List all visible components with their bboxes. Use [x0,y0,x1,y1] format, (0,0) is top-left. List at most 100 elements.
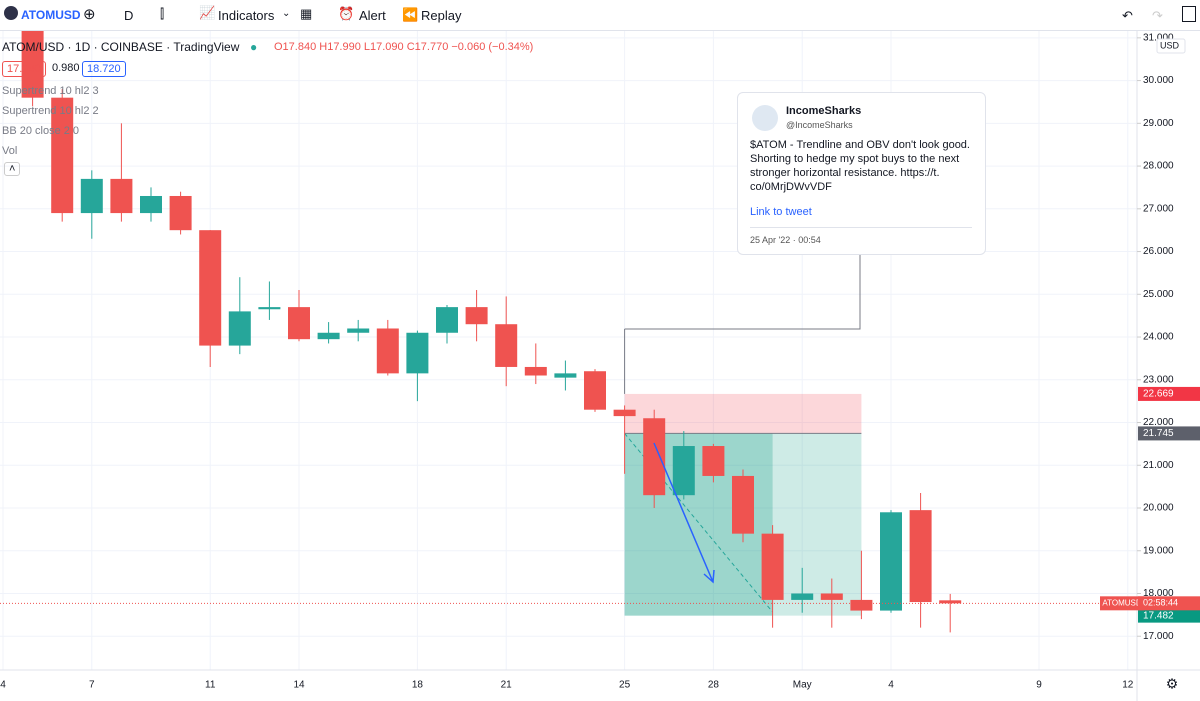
y-tick-label: 28.000 [1143,161,1174,172]
y-tick-label: 22.000 [1143,417,1174,428]
x-tick-label: 25 [619,680,631,691]
candle-body [436,307,458,333]
currency-box[interactable] [1156,38,1186,54]
collapse-button[interactable]: ˄ [4,162,21,176]
candle-body [761,533,784,600]
y-tick-label: 20.000 [1143,503,1174,514]
tweet-name: IncomeSharks [786,105,862,117]
x-tick-label: 12 [1122,680,1134,691]
y-tick-label: 26.000 [1143,246,1174,257]
y-tick-label: 31.000 [1143,32,1174,43]
indicators-icon: 📈 [199,5,216,20]
indicator-label: Vol [2,145,18,157]
countdown-tag [1138,596,1200,611]
alert-icon: ⏰ [338,6,355,21]
candle-body [347,328,370,333]
candle-body [317,332,340,340]
alert-button[interactable]: Alert [359,8,386,23]
x-tick-label: 28 [708,680,720,691]
price-tag-label: 22.669 [1143,389,1174,400]
bid-box[interactable]: 17.740 [2,61,46,77]
redo[interactable]: ↷ [1152,8,1163,23]
tweet-line: co/0MrjDWvVDF [750,181,832,193]
candle-body [702,446,725,476]
x-tick-label: 4 [0,680,6,691]
candle-body [672,446,695,496]
candle-body [110,178,133,214]
replay-button[interactable]: Replay [421,8,462,23]
candle-body [524,366,547,376]
price-tag [1138,386,1200,401]
tweet-card: IncomeSharks @IncomeSharks $ATOM - Trend… [737,92,986,255]
connector [624,254,861,330]
candle-body [584,371,606,410]
candle-body [643,418,666,496]
symbol-button[interactable]: ATOMUSD [21,8,81,22]
symbol-tag-label: ATOMUSD [1102,598,1141,607]
divider [750,227,972,228]
legend-title: ATOM/USD · 1D · COINBASE · TradingView [2,40,240,54]
y-tick-label: 30.000 [1143,75,1174,86]
currency-label[interactable]: USD [1160,40,1180,50]
candle-body [376,328,399,374]
candle-body [80,178,103,214]
y-tick-label: 19.000 [1143,545,1174,556]
candle-body [850,599,873,611]
interval-button[interactable]: D [124,8,134,23]
candle-body [732,475,754,534]
tweet-line: Shorting to hedge my spot buys to the ne… [750,153,960,165]
price-axis [1137,31,1200,670]
candle-body [613,409,636,417]
candle-body [820,593,843,600]
candle-body [880,512,902,611]
x-tick-label: 14 [293,680,305,691]
chart-type-icon[interactable]: ⫿ [160,6,165,21]
x-tick-label: 11 [205,680,216,691]
dropdown[interactable]: ⌄ [282,8,291,19]
settings[interactable]: ⚙ [1166,676,1179,692]
x-tick-label: 9 [1036,680,1042,691]
x-tick-label: May [793,680,812,691]
indicator-label: Supertrend 10 hl2 3 [2,85,99,97]
candle-body [495,324,518,367]
candle-body [140,195,162,214]
y-tick-label: 18.000 [1143,588,1174,599]
arrow [653,442,714,583]
candle-body [554,373,577,378]
spread-box: 0.980 [52,62,80,74]
tweet-handle: @IncomeSharks [786,120,853,130]
indicators-button[interactable]: Indicators [218,8,275,23]
candle-body [939,600,962,604]
arrow-head [703,569,715,584]
candle-body [288,307,310,340]
price-tag [1138,608,1200,623]
candle-body [21,29,44,98]
x-tick-label: 4 [888,680,894,691]
price-tag-label: 21.745 [1143,428,1174,439]
price-tag-label: 17.482 [1143,610,1174,621]
layouts-icon[interactable]: ▦ [300,6,313,21]
undo[interactable]: ↶ [1122,8,1133,23]
toolbar: ATOMUSD ⊕ D ⫿ 📈 Indicators ⌄ ▦ ⏰ Alert ⏪… [0,0,1200,31]
y-tick-label: 17.000 [1143,631,1174,642]
candle-body [909,510,932,603]
ask-box[interactable]: 18.720 [82,61,126,77]
countdown-label: 02:58:44 [1143,598,1178,608]
candle-body [791,593,814,600]
y-tick-label: 23.000 [1143,374,1174,385]
tweet-link[interactable]: Link to tweet [750,206,812,218]
add-symbol[interactable]: ⊕ [83,6,96,23]
x-tick-label: 18 [412,680,424,691]
candle-body [169,195,192,231]
candle-body [199,230,222,346]
y-tick-label: 27.000 [1143,203,1174,214]
fullscreen[interactable] [1182,6,1196,22]
status-dot: ● [250,40,258,54]
candle-body [228,311,251,346]
price-tag [1138,426,1200,441]
y-tick-label: 21.000 [1143,460,1174,471]
x-tick-label: 21 [501,680,513,691]
